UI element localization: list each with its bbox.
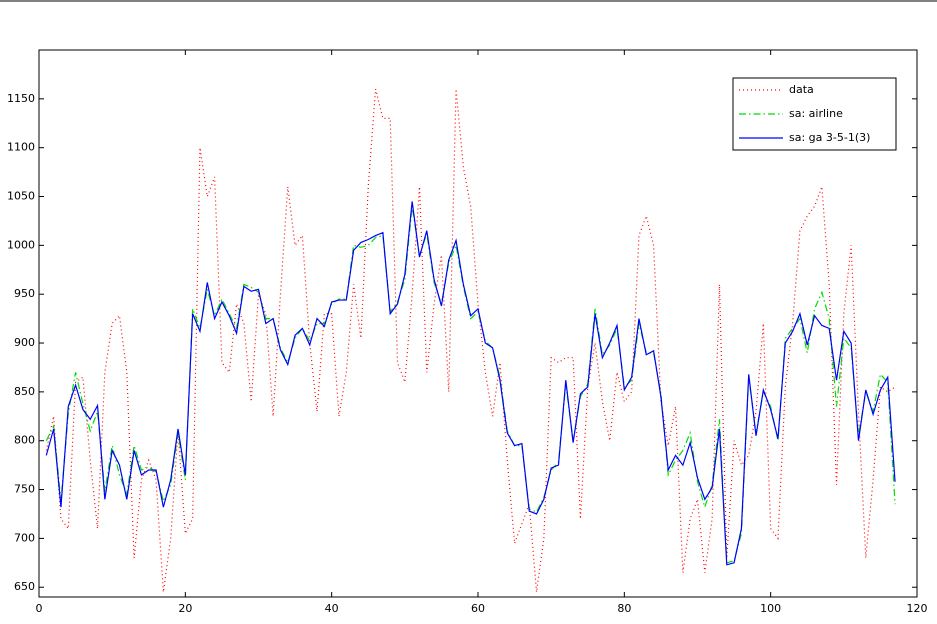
series-line [45,88,896,593]
y-tick-label: 700 [14,531,35,544]
y-tick-label: 750 [14,483,35,496]
y-tick-label: 1150 [7,92,35,105]
y-tick-label: 1000 [7,238,35,251]
y-tick-label: 1050 [7,190,35,203]
legend-label: sa: ga 3-5-1(3) [789,131,870,144]
series-line [45,206,896,564]
y-tick-label: 850 [14,385,35,398]
legend-label: sa: airline [789,107,843,120]
y-tick-label: 1100 [7,141,35,154]
y-tick-label: 950 [14,287,35,300]
series-line [45,201,896,566]
x-tick-label: 0 [36,602,43,615]
x-tick-label: 40 [325,602,339,615]
y-tick-label: 900 [14,336,35,349]
x-tick-label: 80 [617,602,631,615]
y-tick-label: 800 [14,434,35,447]
x-tick-label: 60 [471,602,485,615]
y-tick-label: 650 [14,580,35,593]
x-tick-label: 100 [760,602,781,615]
x-tick-label: 20 [178,602,192,615]
legend-label: data [789,83,814,96]
x-tick-label: 120 [907,602,928,615]
